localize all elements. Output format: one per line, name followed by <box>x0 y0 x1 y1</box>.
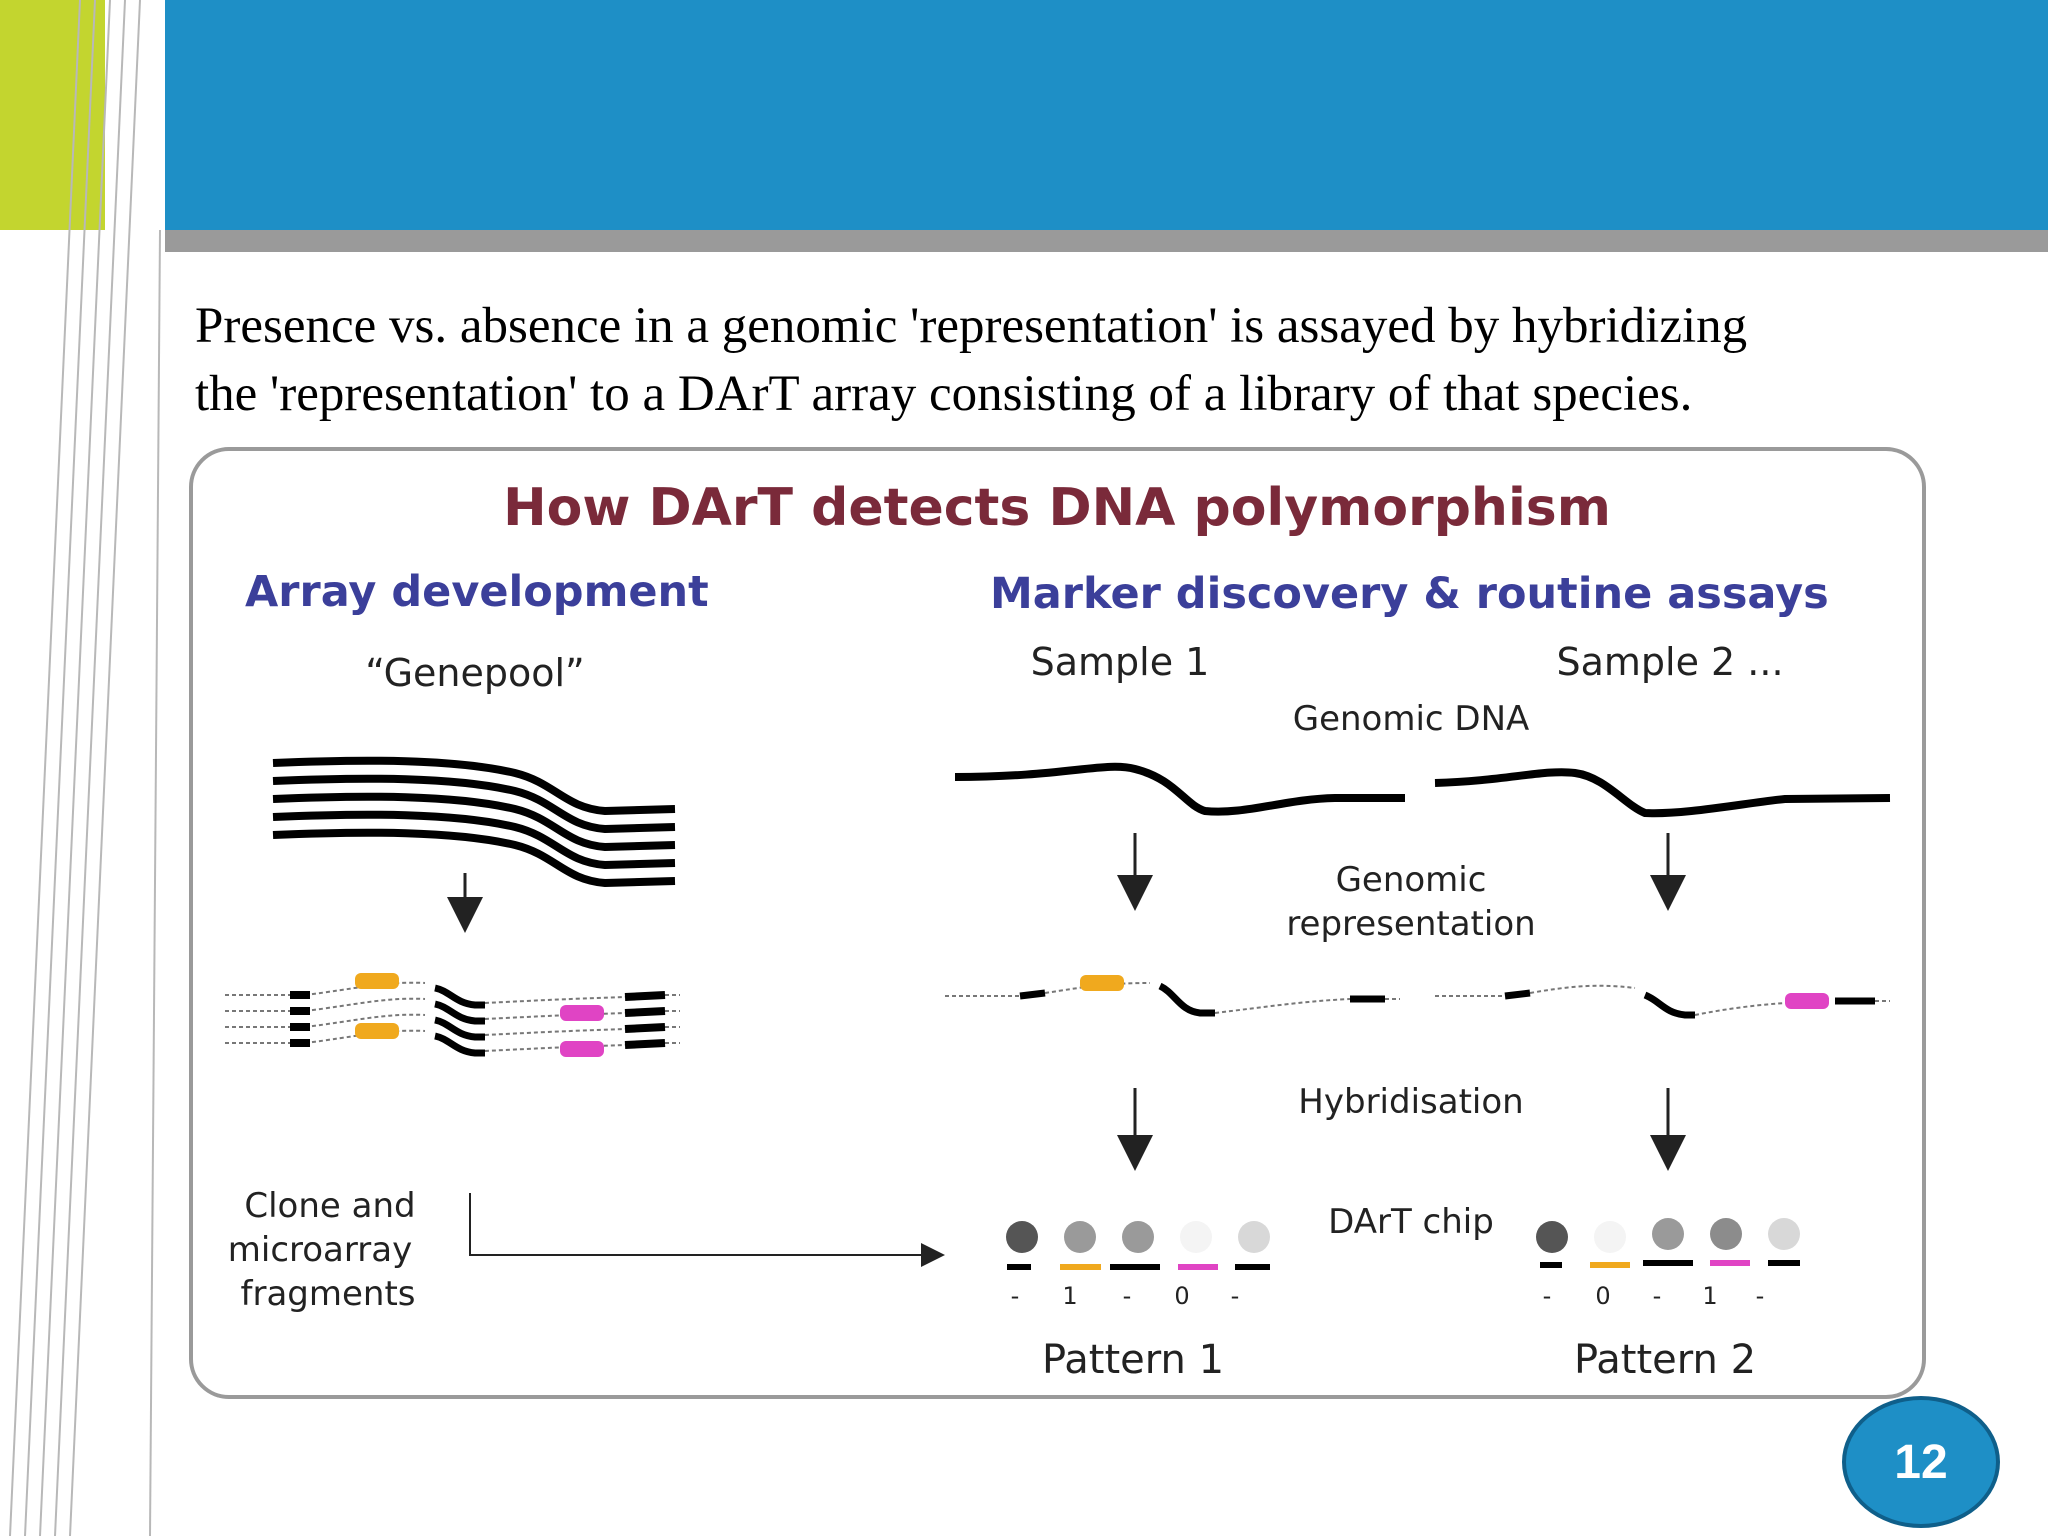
sample1-orange-fragment <box>1080 975 1124 991</box>
magenta-fragment-2 <box>560 1041 604 1057</box>
chip2-spot-1 <box>1536 1221 1568 1253</box>
sample2-magenta-fragment <box>1785 993 1829 1009</box>
chip-pattern-1: - 1 - 0 - <box>1006 1221 1270 1310</box>
p2-score-4: 1 <box>1702 1282 1717 1310</box>
chip1-spot-4 <box>1180 1221 1212 1253</box>
chip-pattern-2: - 0 - 1 - <box>1536 1218 1800 1310</box>
chip2-spot-2 <box>1594 1221 1626 1253</box>
dart-diagram-svg: How DArT detects DNA polymorphism Array … <box>189 447 1926 1399</box>
sample2-label: Sample 2 ... <box>1556 640 1783 684</box>
sample1-genomic-dna <box>954 762 1405 816</box>
genomic-rep-line1: Genomic <box>1336 860 1487 900</box>
clone-label-line3: fragments <box>241 1274 416 1314</box>
chip1-spot-2 <box>1064 1221 1096 1253</box>
intro-paragraph: Presence vs. absence in a genomic 'repre… <box>195 292 1965 428</box>
diagram-frame <box>189 447 1926 1399</box>
sample2-genomic-dna <box>1434 768 1891 818</box>
hybridisation-label: Hybridisation <box>1298 1082 1523 1122</box>
chip2-spot-4 <box>1710 1218 1742 1250</box>
chip1-spot-1 <box>1006 1221 1038 1253</box>
diagram-title: How DArT detects DNA polymorphism <box>503 478 1611 538</box>
chip1-spot-5 <box>1238 1221 1270 1253</box>
p1-score-2: 1 <box>1062 1282 1077 1310</box>
p2-score-5: - <box>1756 1282 1765 1310</box>
p1-score-1: - <box>1011 1282 1020 1310</box>
p2-score-2: 0 <box>1595 1282 1610 1310</box>
magenta-fragment-1 <box>560 1005 604 1021</box>
intro-line-2: the 'representation' to a DArT array con… <box>195 366 1693 422</box>
header-band <box>165 0 2048 230</box>
decorative-lines <box>9 0 161 1536</box>
chip1-spot-3 <box>1122 1221 1154 1253</box>
intro-line-1: Presence vs. absence in a genomic 'repre… <box>195 298 1748 354</box>
p2-score-1: - <box>1543 1282 1552 1310</box>
sample1-label: Sample 1 <box>1031 640 1210 684</box>
genepool-strands <box>272 756 676 888</box>
p1-score-3: - <box>1123 1282 1132 1310</box>
left-heading: Array development <box>245 567 709 617</box>
page-number-badge: 12 <box>1842 1396 2000 1528</box>
header-underline <box>165 230 2048 252</box>
chip2-spot-3 <box>1652 1218 1684 1250</box>
clone-label-line2: microarray <box>228 1230 412 1270</box>
pattern2-label: Pattern 2 <box>1574 1337 1756 1383</box>
dart-chip-label: DArT chip <box>1328 1202 1494 1242</box>
sample2-representation <box>1435 984 1890 1019</box>
sample1-representation <box>945 975 1400 1017</box>
orange-fragment-1 <box>355 973 399 989</box>
p2-score-3: - <box>1653 1282 1662 1310</box>
pattern1-label: Pattern 1 <box>1042 1337 1224 1383</box>
clone-label-line1: Clone and <box>244 1186 415 1226</box>
orange-fragment-2 <box>355 1023 399 1039</box>
green-accent-bar <box>0 0 105 230</box>
right-heading: Marker discovery & routine assays <box>990 569 1829 619</box>
p1-score-5: - <box>1231 1282 1240 1310</box>
p1-score-4: 0 <box>1174 1282 1189 1310</box>
genomic-rep-line2: representation <box>1286 904 1535 944</box>
chip2-spot-5 <box>1768 1218 1800 1250</box>
genepool-label: “Genepool” <box>365 651 584 695</box>
fragment-library <box>225 973 680 1057</box>
dart-diagram: How DArT detects DNA polymorphism Array … <box>185 443 1930 1403</box>
clone-to-chip-arrow <box>469 1193 945 1267</box>
genomic-dna-label: Genomic DNA <box>1293 699 1530 739</box>
